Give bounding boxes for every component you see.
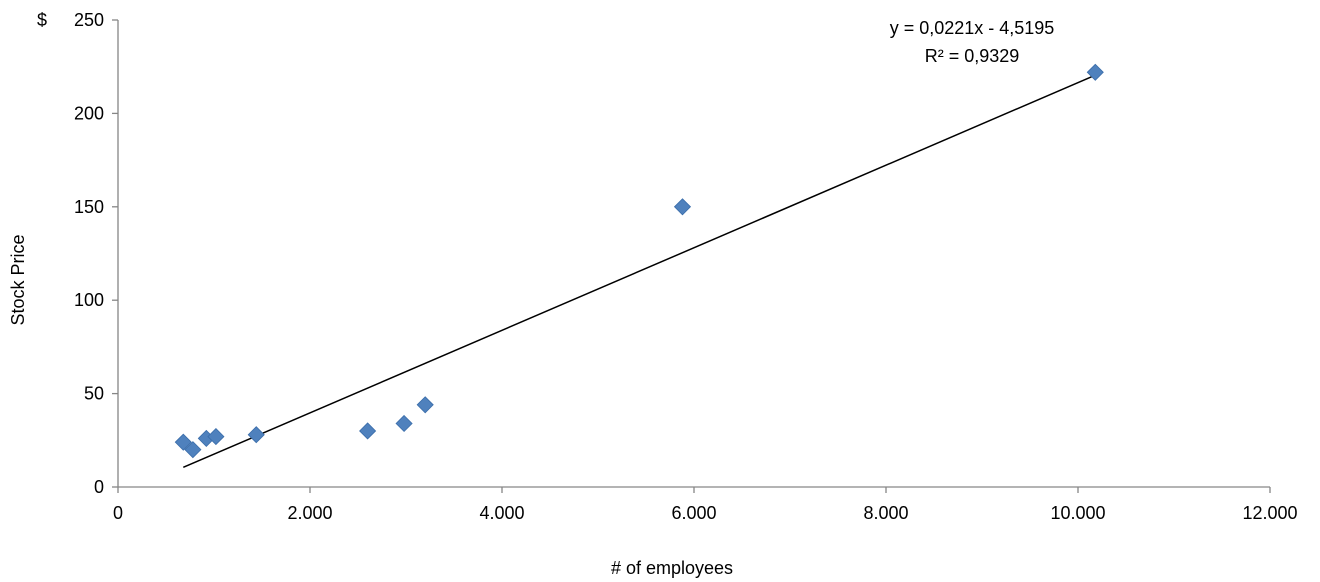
x-tick-label: 12.000 (1242, 503, 1297, 523)
y-tick-label: 250 (74, 10, 104, 30)
y-tick-label: 0 (94, 477, 104, 497)
x-tick-label: 6.000 (671, 503, 716, 523)
x-tick-label: 8.000 (863, 503, 908, 523)
trendline-r-squared: R² = 0,9329 (925, 46, 1020, 66)
x-axis-ticks: 0 2.000 4.000 6.000 8.000 10.000 12.000 (113, 487, 1298, 523)
y-axis-ticks: 0 50 100 150 200 250 (74, 10, 118, 497)
x-tick-label: 10.000 (1050, 503, 1105, 523)
data-point (174, 433, 192, 451)
data-point (247, 426, 265, 444)
data-point (1086, 63, 1104, 81)
x-tick-label: 2.000 (287, 503, 332, 523)
y-axis-title: Stock Price (8, 234, 28, 325)
data-point (416, 396, 434, 414)
trendline (182, 74, 1096, 469)
y-tick-label: 150 (74, 197, 104, 217)
trendline-equation: y = 0,0221x - 4,5195 (890, 18, 1055, 38)
data-points (174, 63, 1104, 459)
y-tick-label: 200 (74, 103, 104, 123)
data-point (184, 441, 202, 459)
data-point (359, 422, 377, 440)
axes (117, 20, 1270, 488)
data-point (395, 414, 413, 433)
x-tick-label: 4.000 (479, 503, 524, 523)
y-tick-label: 50 (84, 384, 104, 404)
y-tick-label: 100 (74, 290, 104, 310)
x-axis-title: # of employees (611, 558, 733, 578)
y-axis-currency-symbol: $ (37, 10, 47, 30)
data-point (207, 427, 225, 446)
data-point (673, 198, 692, 216)
x-tick-label: 0 (113, 503, 123, 523)
